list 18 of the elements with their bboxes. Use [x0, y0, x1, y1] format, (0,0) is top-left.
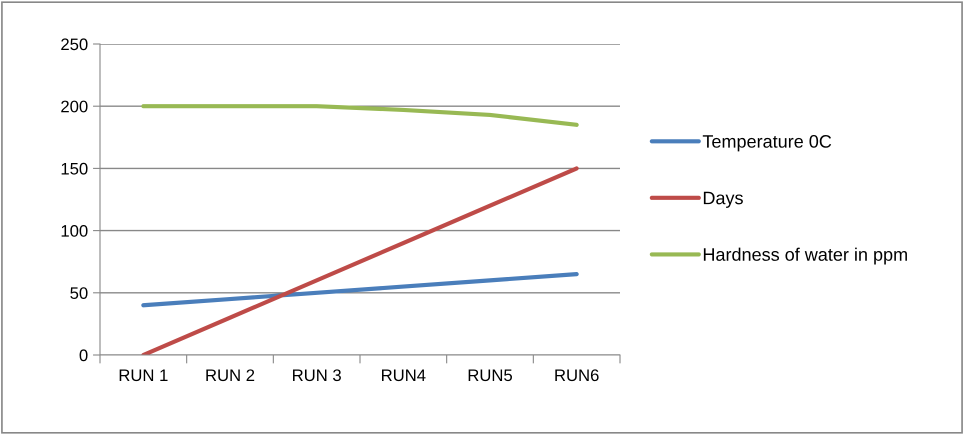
x-tick-label: RUN 2 [206, 369, 254, 382]
x-tick-label: RUN 3 [293, 369, 341, 382]
y-tick-label: 50 [70, 287, 88, 300]
y-tick-label: 100 [62, 225, 88, 237]
y-tick-label: 0 [80, 349, 88, 362]
x-tick-label: RUN4 [382, 370, 426, 382]
y-tick-label: 150 [62, 162, 88, 175]
line-series [141, 166, 579, 355]
legend-label: Days [704, 192, 743, 208]
x-tick-label: RUN 1 [120, 370, 168, 382]
y-tick-label: 250 [61, 38, 88, 50]
line-series [141, 104, 579, 127]
y-tick-label: 200 [61, 100, 88, 112]
legend-label: Hardness of water in ppm [704, 248, 907, 264]
x-tick-label: RUN5 [468, 370, 512, 382]
legend-label: Temperature 0C [702, 135, 832, 152]
x-tick-label: RUN6 [555, 369, 599, 382]
line-series [141, 272, 579, 308]
